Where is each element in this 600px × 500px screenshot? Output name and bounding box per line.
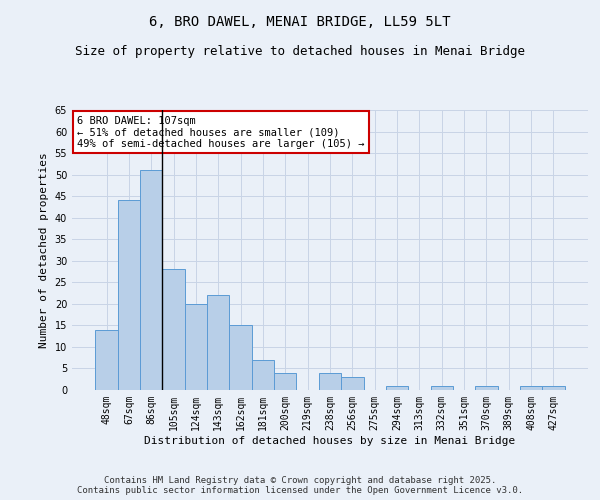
Bar [207,295,229,390]
Text: 6, BRO DAWEL, MENAI BRIDGE, LL59 5LT: 6, BRO DAWEL, MENAI BRIDGE, LL59 5LT [149,15,451,29]
Bar [140,170,163,390]
Bar [252,360,274,390]
Bar [542,386,565,390]
Bar [319,373,341,390]
Bar [95,330,118,390]
Bar [118,200,140,390]
Bar [520,386,542,390]
Bar [163,270,185,390]
Text: Size of property relative to detached houses in Menai Bridge: Size of property relative to detached ho… [75,45,525,58]
X-axis label: Distribution of detached houses by size in Menai Bridge: Distribution of detached houses by size … [145,436,515,446]
Text: 6 BRO DAWEL: 107sqm
← 51% of detached houses are smaller (109)
49% of semi-detac: 6 BRO DAWEL: 107sqm ← 51% of detached ho… [77,116,365,149]
Bar [386,386,408,390]
Bar [475,386,497,390]
Y-axis label: Number of detached properties: Number of detached properties [39,152,49,348]
Bar [431,386,453,390]
Text: Contains HM Land Registry data © Crown copyright and database right 2025.
Contai: Contains HM Land Registry data © Crown c… [77,476,523,495]
Bar [274,373,296,390]
Bar [185,304,207,390]
Bar [229,326,252,390]
Bar [341,377,364,390]
